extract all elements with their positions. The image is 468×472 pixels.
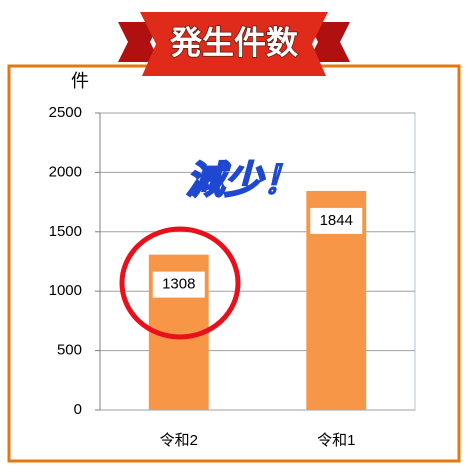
y-tick-label: 0 [74, 401, 82, 418]
y-tick-label: 2500 [49, 104, 82, 121]
page: 発生件数 件 0 500 1000 1500 2000 2500 令和2 1308 令和1 184… [0, 0, 468, 472]
chart: 発生件数 件 0 500 1000 1500 2000 2500 令和2 1308 令和1 184… [0, 0, 468, 472]
annotation: 減少！ [184, 160, 309, 202]
y-tick-label: 500 [57, 342, 82, 359]
x-tick-label: 令和2 [160, 432, 198, 449]
y-tick-label: 1500 [49, 223, 82, 240]
y-axis-label: 件 [71, 71, 89, 91]
chart-title: 発生件数 [169, 24, 299, 60]
x-tick-label: 令和1 [317, 432, 355, 449]
y-tick-label: 2000 [49, 163, 82, 180]
y-tick-label: 1000 [49, 282, 82, 299]
data-label: 1844 [320, 212, 353, 229]
data-label: 1308 [162, 276, 195, 293]
